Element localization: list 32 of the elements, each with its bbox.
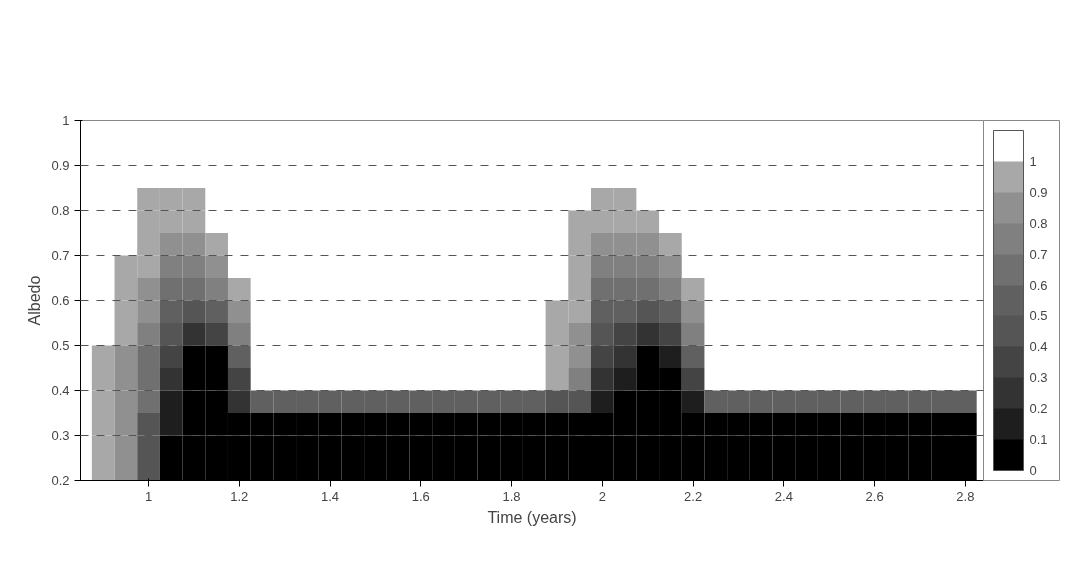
y-tick-label: 0.9 [51, 158, 70, 173]
color-bar-label: 0.7 [1029, 246, 1048, 262]
x-axis-title: Time (years) [487, 508, 577, 526]
color-bar-label: 0.8 [1029, 215, 1048, 231]
x-tick-label: 2 [598, 488, 606, 504]
color-bar-label: 0.1 [1029, 432, 1048, 448]
x-tick-label: 2.8 [956, 488, 975, 504]
color-bar-label: 0.3 [1029, 370, 1048, 386]
color-bar-label: 0.5 [1029, 308, 1048, 324]
color-bar-label: 0.2 [1029, 401, 1048, 417]
y-tick-label: 1 [62, 113, 70, 128]
x-tick-label: 1.6 [411, 488, 430, 504]
x-tick-label: 2.2 [684, 488, 703, 504]
color-bar-label: 0.6 [1029, 277, 1048, 293]
x-tick-label: 1.2 [230, 488, 249, 504]
y-tick-label: 0.8 [51, 203, 70, 218]
x-tick-label: 2.6 [865, 488, 884, 504]
y-tick-label: 0.7 [51, 248, 70, 263]
x-tick-label: 1 [144, 488, 153, 504]
y-axis-title: Albedo [26, 275, 44, 326]
x-tick-label: 2.4 [774, 488, 793, 504]
color-bar-label: 0.9 [1029, 184, 1048, 200]
y-tick-label: 0.3 [51, 428, 70, 443]
x-tick-label: 1.8 [502, 488, 521, 504]
y-tick-label: 0.2 [51, 473, 70, 488]
color-bar-label: 0.4 [1029, 339, 1048, 355]
y-tick-label: 0.5 [51, 338, 70, 353]
x-tick-label: 1.4 [321, 488, 340, 504]
color-bar-label: 1 [1029, 153, 1037, 169]
y-tick-label: 0.4 [51, 383, 70, 398]
y-tick-label: 0.6 [51, 293, 70, 308]
color-bar-label: 0 [1029, 463, 1037, 478]
